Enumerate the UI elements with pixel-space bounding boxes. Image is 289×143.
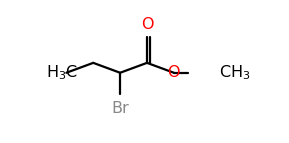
Text: O: O [168,65,180,80]
Text: CH$_3$: CH$_3$ [218,63,250,82]
Text: H$_3$C: H$_3$C [46,63,78,82]
Text: Br: Br [111,101,129,116]
Text: O: O [141,17,153,32]
